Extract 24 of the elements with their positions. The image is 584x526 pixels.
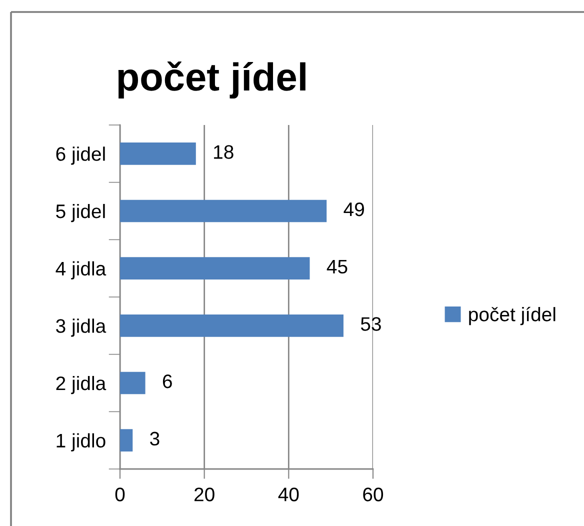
x-tick-label: 40 [278, 488, 299, 502]
bar [120, 142, 196, 165]
y-tick-label: 5 jidel [56, 204, 105, 222]
bar [120, 200, 327, 222]
x-tick-label: 60 [363, 488, 384, 502]
chart-title: počet jídel [118, 61, 306, 99]
y-tick-label: 4 jidla [56, 261, 106, 280]
bar [120, 372, 146, 394]
bar [120, 314, 344, 337]
data-label: 3 [150, 432, 160, 446]
bar [120, 429, 133, 452]
x-tick-label: 20 [194, 488, 214, 502]
legend-label: počet jídel [469, 306, 556, 326]
y-tick-label: 3 jidla [56, 318, 106, 337]
data-label: 49 [344, 202, 364, 216]
data-label: 45 [326, 260, 348, 274]
y-tick-label: 6 jidel [56, 146, 105, 165]
data-label: 6 [162, 374, 172, 388]
data-label: 18 [214, 145, 234, 159]
bar [120, 257, 310, 280]
data-label: 53 [360, 317, 381, 331]
x-tick-label: 0 [115, 488, 125, 502]
y-tick-label: 1 jidlo [56, 433, 106, 452]
y-tick-label: 2 jidla [56, 376, 106, 394]
